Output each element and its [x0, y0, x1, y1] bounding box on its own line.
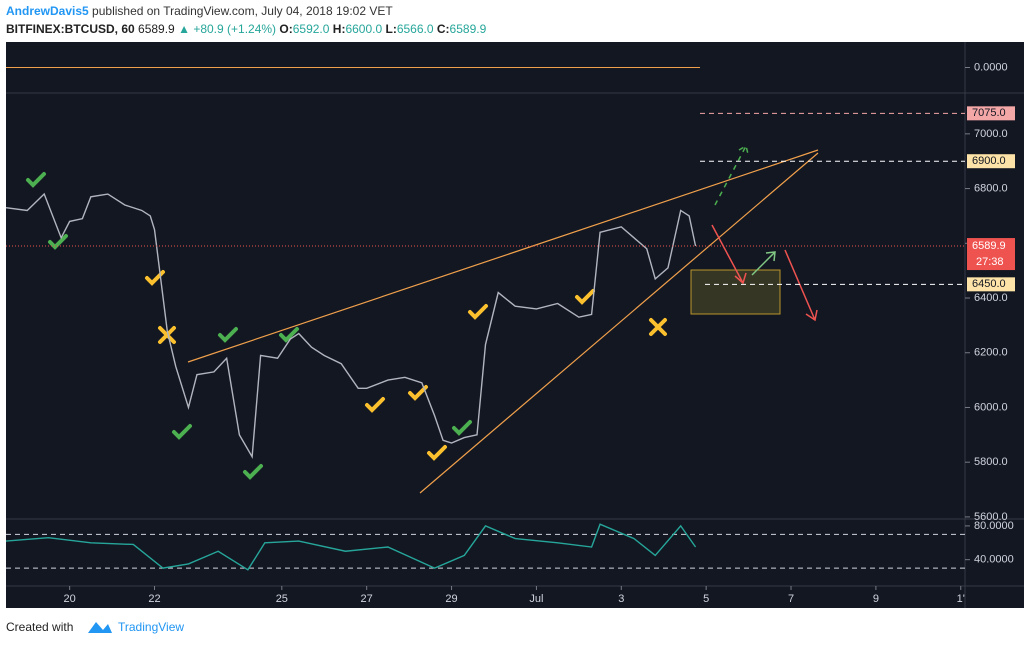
symbol: BITFINEX:BTCUSD, 60	[6, 22, 135, 36]
up-arrow: ▲	[178, 22, 190, 36]
x-tick-label: Jul	[529, 593, 543, 605]
price-level-box	[967, 154, 1015, 169]
check-mark	[172, 424, 192, 440]
y-tick-label: 5600.0	[974, 511, 1008, 523]
price-level-box	[967, 106, 1015, 121]
header-bg	[0, 0, 1024, 42]
arrow	[751, 251, 776, 276]
check-mark	[575, 289, 595, 305]
arrow	[714, 144, 749, 206]
ohlc-value: 6589.9	[450, 22, 487, 36]
ohlc-label: C:	[437, 22, 450, 36]
logo	[88, 622, 112, 633]
trendline	[187, 149, 819, 363]
x-tick-label: 27	[361, 593, 373, 605]
ohlc-value: 6600.0	[345, 22, 382, 36]
check-mark	[48, 234, 68, 250]
last-price-label: 6589.9	[972, 240, 1006, 252]
x-tick-label: 7	[788, 593, 794, 605]
check-mark	[408, 385, 428, 401]
check-mark	[26, 172, 46, 188]
ohlc-label: O:	[279, 22, 292, 36]
x-tick-label: 22	[148, 593, 160, 605]
header-line1: AndrewDavis5 published on TradingView.co…	[6, 4, 393, 18]
price-level-box	[967, 277, 1015, 292]
footer-brand[interactable]: TradingView	[118, 620, 184, 634]
published: published on TradingView.com, July 04, 2…	[92, 4, 393, 18]
ohlc-label: L:	[386, 22, 397, 36]
ohlc-value: 6566.0	[397, 22, 434, 36]
x-tick-label: 5	[703, 593, 709, 605]
price-line	[5, 192, 697, 459]
x-tick-label: 9	[873, 593, 879, 605]
ohlc-value: 6592.0	[293, 22, 330, 36]
check-mark	[218, 327, 238, 343]
ohlc-label: H:	[333, 22, 346, 36]
y-tick-label: 7000.0	[974, 128, 1008, 140]
check-mark	[468, 304, 488, 320]
x-tick-label: 25	[276, 593, 288, 605]
y-tick-label: 80.0000	[974, 520, 1014, 532]
x-tick-label: 20	[64, 593, 76, 605]
price: 6589.9	[138, 22, 175, 36]
y-tick-label: 6800.0	[974, 182, 1008, 194]
check-mark	[452, 420, 472, 436]
header-line2: BITFINEX:BTCUSD, 60 6589.9 ▲ +80.9 (+1.2…	[6, 22, 487, 36]
author[interactable]: AndrewDavis5	[6, 4, 89, 18]
change: +80.9 (+1.24%)	[193, 22, 276, 36]
footer-text: Created with	[6, 620, 73, 634]
check-mark	[279, 327, 299, 343]
x-mark	[649, 318, 667, 336]
price-level-label: 6450.0	[972, 278, 1006, 290]
check-mark	[145, 270, 165, 286]
y-tick-label: 6200.0	[974, 347, 1008, 359]
drawings	[26, 144, 819, 494]
y-tick-label: 0.0000	[974, 61, 1008, 73]
chart-bg	[6, 42, 1024, 608]
x-tick-label: 29	[445, 593, 457, 605]
check-mark	[365, 397, 385, 413]
countdown: 27:38	[976, 256, 1004, 268]
last-price-box	[967, 238, 1015, 271]
trendline	[419, 152, 819, 494]
y-tick-label: 5800.0	[974, 456, 1008, 468]
x-tick-label: 3	[618, 593, 624, 605]
price-line	[5, 523, 697, 571]
x-mark	[158, 326, 176, 344]
x-tick-label: 1'	[957, 593, 965, 605]
price-level-label: 6900.0	[972, 155, 1006, 167]
y-tick-label: 6400.0	[974, 292, 1008, 304]
arrow	[784, 249, 818, 322]
y-tick-label: 6000.0	[974, 401, 1008, 413]
check-mark	[427, 445, 447, 461]
price-level-label: 7075.0	[972, 107, 1006, 119]
arrow	[711, 224, 747, 285]
check-mark	[243, 464, 263, 480]
y-tick-label: 40.0000	[974, 554, 1014, 566]
